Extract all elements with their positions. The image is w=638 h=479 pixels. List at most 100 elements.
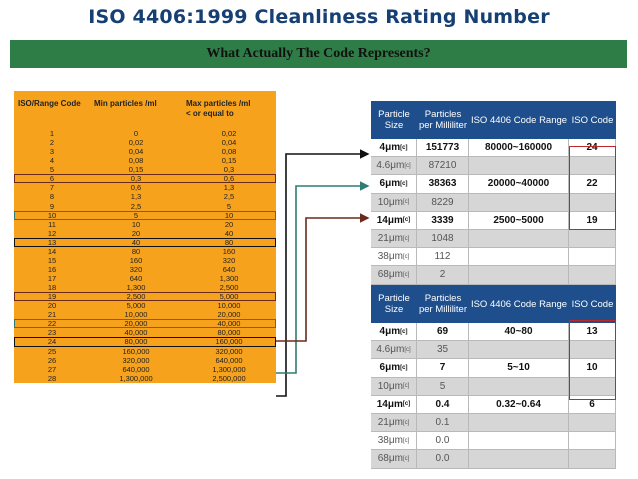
t1-header-code: ISO Code (571, 114, 614, 126)
iso-code-cell: 12 (47, 228, 57, 238)
min-particles-cell: 40,000 (124, 328, 148, 338)
iso-code-cell: 20 (47, 301, 57, 311)
iso-table-row: 19 2,500 5,000 (14, 292, 276, 302)
min-particles-cell: 0,08 (128, 156, 144, 166)
max-particles-cell: 80 (224, 237, 234, 247)
iso-code-cell: 7 (49, 183, 55, 193)
iso-code-cell: 9 (49, 201, 55, 211)
max-particles-cell: 1,3 (223, 183, 235, 193)
min-particles-cell: 0,02 (128, 138, 144, 148)
table2-range-cell (469, 450, 569, 468)
table2-size-text: 68μm (377, 453, 403, 465)
table1-size-text: 6μm (379, 178, 401, 190)
iso-table-row: 9 2,5 5 (14, 202, 276, 211)
header-min-particles: Min particles /ml (94, 99, 157, 108)
table1-count-cell: 3339 (417, 211, 469, 229)
iso-table-row: 1 0 0,02 (14, 129, 276, 138)
min-particles-cell: 5 (133, 210, 139, 220)
table1-size-sub: [c] (402, 235, 410, 242)
table2-row: 21μm [c] 0.1 (371, 413, 616, 433)
min-particles-cell: 10,000 (124, 310, 148, 320)
table1-size-cell: 4.6μm [c] (371, 157, 417, 175)
table2-size-cell: 10μm [c] (371, 377, 417, 395)
table2-row: 38μm [c] 0.0 (371, 432, 616, 451)
min-particles-cell: 0,3 (130, 174, 142, 184)
table2-range-cell: 40~80 (469, 323, 569, 341)
table2-count-cell: 7 (417, 359, 469, 377)
table2-size-sub: [c] (402, 455, 410, 462)
table2-size-sub: [c] (402, 383, 410, 390)
table2-size-cell: 6μm [c] (371, 359, 417, 377)
t1-header-range: ISO 4406 Code Range (470, 114, 568, 126)
max-particles-cell: 80,000 (217, 328, 241, 338)
table1-size-cell: 21μm [c] (371, 229, 417, 248)
iso-code-cell: 28 (47, 373, 57, 383)
iso-table-row: 6 0,3 0,6 (14, 174, 276, 184)
max-particles-cell: 40 (224, 228, 234, 238)
arrow-code-19 (276, 213, 370, 342)
table2-size-text: 6μm (379, 362, 401, 374)
min-particles-cell: 320 (129, 264, 143, 274)
table2-code-cell: 6 (569, 395, 616, 413)
table2-count-cell: 0.0 (417, 432, 469, 450)
max-particles-cell: 10,000 (217, 301, 241, 311)
table1-size-text: 14μm (376, 214, 403, 226)
table2-row: 10μm [c] 5 (371, 377, 616, 396)
iso-code-cell: 16 (47, 264, 57, 274)
table1-size-cell: 4μm [c] (371, 139, 417, 157)
iso-code-cell: 6 (49, 174, 55, 184)
iso-table-row: 21 10,000 20,000 (14, 310, 276, 319)
iso-code-cell: 19 (47, 292, 57, 302)
max-particles-cell: 5 (226, 201, 232, 211)
max-particles-cell: 2,500,000 (212, 373, 246, 383)
iso-code-cell: 3 (49, 147, 55, 157)
iso-table-row: 15 160 320 (14, 256, 276, 265)
table1-row: 21μm [c] 1048 (371, 229, 616, 249)
min-particles-cell: 10 (131, 219, 141, 229)
max-particles-cell: 10 (224, 210, 234, 220)
subtitle-banner: What Actually The Code Represents? (10, 40, 627, 68)
table2-size-sub: [c] (400, 364, 408, 371)
table1-size-sub: [c] (400, 180, 408, 187)
min-particles-cell: 20 (131, 228, 141, 238)
table2-size-text: 38μm (377, 435, 403, 447)
table1-size-sub: [c] (402, 217, 411, 224)
max-particles-cell: 0,08 (221, 147, 237, 157)
arrow-code-22 (276, 181, 370, 374)
table2-row: 6μm [c] 7 5~10 10 (371, 359, 616, 378)
table1-size-text: 10μm (377, 196, 403, 208)
table1-row: 14μm [c] 3339 2500~5000 19 (371, 211, 616, 230)
max-particles-cell: 5,000 (219, 292, 239, 302)
table2-range-cell (469, 377, 569, 395)
table1-range-cell (469, 248, 569, 266)
table1-header: Particle Size Particles per Milliliter I… (371, 101, 616, 139)
min-particles-cell: 40 (131, 237, 141, 247)
table1-row: 4.6μm [c] 87210 (371, 157, 616, 176)
iso-code-cell: 10 (47, 210, 57, 220)
t2-header-code: ISO Code (571, 298, 614, 310)
particle-table-1: Particle Size Particles per Milliliter I… (371, 101, 616, 285)
table1-size-cell: 14μm [c] (371, 211, 417, 229)
table2-size-text: 21μm (377, 417, 403, 429)
table2-size-cell: 4.6μm [c] (371, 341, 417, 359)
min-particles-cell: 20,000 (124, 319, 148, 329)
iso-code-cell: 5 (49, 165, 55, 175)
table1-row: 68μm [c] 2 (371, 266, 616, 285)
table2-size-sub: [c] (400, 328, 408, 335)
table1-size-sub: [c] (402, 271, 410, 278)
iso-table-row: 27 640,000 1,300,000 (14, 365, 276, 374)
iso-code-cell: 18 (47, 283, 57, 293)
table2-count-cell: 0.0 (417, 450, 469, 468)
table2-count-cell: 69 (417, 323, 469, 341)
table2-code-cell (569, 432, 616, 450)
header-iso-range-code: ISO/Range Code (18, 99, 81, 108)
min-particles-cell: 640 (129, 274, 143, 283)
min-particles-cell: 0,04 (128, 147, 144, 157)
table2-size-text: 14μm (376, 398, 403, 410)
table1-size-text: 38μm (377, 251, 403, 263)
table2-range-cell: 0.32~0.64 (469, 395, 569, 413)
table1-body: 4μm [c] 151773 80000~160000 24 4.6μm [c] 87210 6… (371, 139, 616, 285)
t2-header-count: Particles per Milliliter (418, 293, 468, 315)
max-particles-cell: 640,000 (215, 355, 243, 365)
